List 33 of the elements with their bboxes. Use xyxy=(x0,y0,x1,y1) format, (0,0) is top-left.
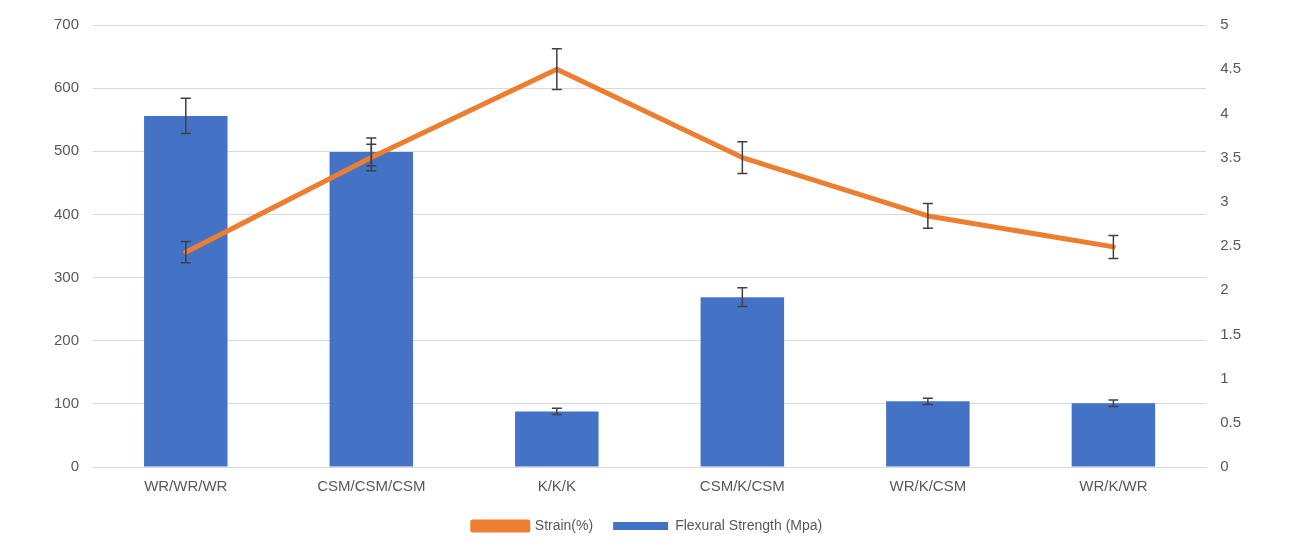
y-tick-label: 200 xyxy=(54,330,80,348)
y-tick-label: 100 xyxy=(54,394,80,411)
x-tick-label: WR/K/CSM xyxy=(889,477,967,495)
bar xyxy=(515,411,599,467)
x-tick-label: WR/K/WR xyxy=(1079,477,1148,495)
y-tick-label: 0 xyxy=(70,457,80,475)
bar xyxy=(1071,403,1156,467)
y2-tick-label: 2.5 xyxy=(1220,236,1242,254)
x-tick-label: CSM/K/CSM xyxy=(699,477,785,495)
y-tick-label: 500 xyxy=(54,141,80,159)
bar xyxy=(144,115,228,467)
y2-tick-label: 1.5 xyxy=(1220,324,1242,342)
y-tick-label: 300 xyxy=(54,267,80,285)
x-tick-label: WR/WR/WR xyxy=(144,477,228,495)
legend-label: Strain(%) xyxy=(534,516,594,533)
bar xyxy=(329,151,414,467)
bar xyxy=(700,297,785,467)
y2-tick-label: 0.5 xyxy=(1220,412,1242,430)
y2-tick-label: 0 xyxy=(1220,457,1229,475)
y-tick-label: 700 xyxy=(54,15,80,33)
legend-label: Flexural Strength (Mpa) xyxy=(675,516,823,533)
y2-tick-label: 1 xyxy=(1220,368,1229,386)
y-tick-label: 400 xyxy=(54,204,80,222)
y2-tick-label: 3.5 xyxy=(1220,147,1242,165)
y2-tick-label: 5 xyxy=(1220,15,1229,33)
bar xyxy=(886,401,970,467)
y-tick-label: 600 xyxy=(54,78,80,96)
x-tick-label: CSM/CSM/CSM xyxy=(317,477,426,495)
y2-tick-label: 2 xyxy=(1220,280,1229,298)
y2-tick-label: 4 xyxy=(1220,103,1229,121)
y2-tick-label: 4.5 xyxy=(1220,59,1242,77)
y2-tick-label: 3 xyxy=(1220,191,1229,209)
x-tick-label: K/K/K xyxy=(537,477,577,495)
